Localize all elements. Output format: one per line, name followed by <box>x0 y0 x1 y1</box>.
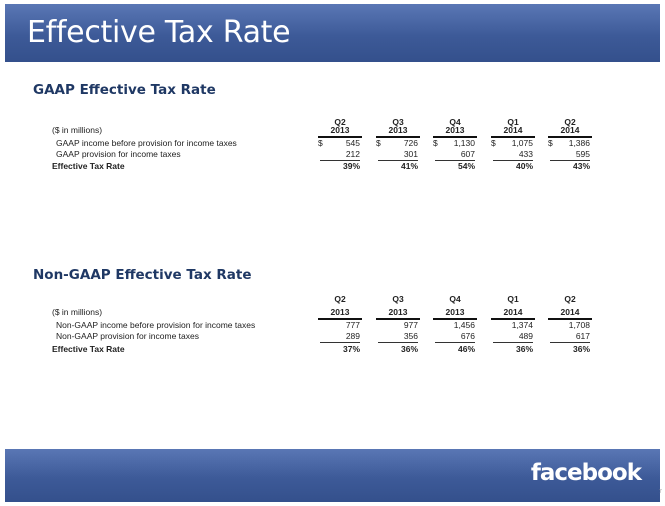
gaap-units-label: ($ in millions) <box>52 125 103 135</box>
gaap-col-year: 2014 <box>503 125 523 135</box>
value-cell: 37% <box>342 344 360 354</box>
value-cell: 40% <box>515 161 533 171</box>
value-cell: 54% <box>457 161 475 171</box>
value-cell: 977 <box>403 320 418 330</box>
non-gaap-header-quarter-row: Q2 Q3 Q4 Q1 Q2 <box>52 293 592 305</box>
gaap-header-rule <box>433 136 477 138</box>
non-gaap-col-quarter: Q3 <box>392 294 404 304</box>
row-label: Effective Tax Rate <box>52 161 125 171</box>
gaap-col-year: 2014 <box>560 125 580 135</box>
table-row: Effective Tax Rate 39% 41% 54% 40% 43% <box>52 160 592 172</box>
value-cell: 301 <box>378 148 418 161</box>
non-gaap-col-year: 2013 <box>445 307 465 317</box>
non-gaap-col-year: 2014 <box>503 307 523 317</box>
non-gaap-col-year: 2014 <box>560 307 580 317</box>
value-cell: 1,130 <box>453 138 475 148</box>
value-cell: 43% <box>572 161 590 171</box>
non-gaap-header-rule <box>491 318 535 320</box>
non-gaap-header-rule <box>376 318 420 320</box>
value-cell: 36% <box>572 344 590 354</box>
non-gaap-col-quarter: Q4 <box>449 294 461 304</box>
value-cell: 607 <box>435 148 475 161</box>
non-gaap-units-label: ($ in millions) <box>52 307 103 317</box>
value-cell: 289 <box>320 330 360 343</box>
value-cell: 777 <box>345 320 360 330</box>
non-gaap-header-rule <box>318 318 362 320</box>
table-row: Non-GAAP income before provision for inc… <box>52 319 592 331</box>
header-bar: Effective Tax Rate <box>5 4 660 62</box>
gaap-header-rule <box>491 136 535 138</box>
gaap-col-year: 2013 <box>445 125 465 135</box>
value-cell: 1,386 <box>568 138 590 148</box>
value-cell: 39% <box>342 161 360 171</box>
currency-symbol: $ <box>318 138 323 148</box>
value-cell: 595 <box>550 148 590 161</box>
non-gaap-col-quarter: Q2 <box>334 294 346 304</box>
value-cell: 1,456 <box>453 320 475 330</box>
gaap-header-rule <box>318 136 362 138</box>
value-cell: 41% <box>400 161 418 171</box>
gaap-section-title: GAAP Effective Tax Rate <box>33 82 216 98</box>
table-row: GAAP income before provision for income … <box>52 137 592 149</box>
non-gaap-section-title: Non-GAAP Effective Tax Rate <box>33 267 252 283</box>
row-label: GAAP provision for income taxes <box>56 149 181 159</box>
row-label: Non-GAAP provision for income taxes <box>56 331 199 341</box>
gaap-col-quarter: Q2 <box>564 117 576 127</box>
row-label: Effective Tax Rate <box>52 344 125 354</box>
value-cell: 36% <box>515 344 533 354</box>
value-cell: 617 <box>550 330 590 343</box>
gaap-col-year: 2013 <box>330 125 350 135</box>
value-cell: 1,374 <box>511 320 533 330</box>
value-cell: 46% <box>457 344 475 354</box>
gaap-col-quarter: Q4 <box>449 117 461 127</box>
value-cell: 356 <box>378 330 418 343</box>
row-label: Non-GAAP income before provision for inc… <box>56 320 256 330</box>
value-cell: 212 <box>320 148 360 161</box>
value-cell: 1,708 <box>568 320 590 330</box>
value-cell: 1,075 <box>511 138 533 148</box>
non-gaap-header-rule <box>433 318 477 320</box>
gaap-header-quarter-row: Q2 Q3 Q4 Q1 Q2 <box>52 116 592 128</box>
currency-symbol: $ <box>548 138 553 148</box>
value-cell: 36% <box>400 344 418 354</box>
value-cell: 545 <box>345 138 360 148</box>
table-row: Effective Tax Rate 37% 36% 46% 36% 36% <box>52 343 592 355</box>
table-row: GAAP provision for income taxes 212 301 … <box>52 148 592 161</box>
non-gaap-col-year: 2013 <box>388 307 408 317</box>
gaap-header-rule <box>548 136 592 138</box>
footer-bar: facebook <box>5 449 660 502</box>
non-gaap-header-rule <box>548 318 592 320</box>
value-cell: 726 <box>403 138 418 148</box>
gaap-col-quarter: Q1 <box>507 117 519 127</box>
row-label: GAAP income before provision for income … <box>56 138 237 148</box>
gaap-header-rule <box>376 136 420 138</box>
value-cell: 433 <box>493 148 533 161</box>
page-title: Effective Tax Rate <box>27 15 291 50</box>
non-gaap-col-quarter: Q2 <box>564 294 576 304</box>
non-gaap-col-year: 2013 <box>330 307 350 317</box>
value-cell: 676 <box>435 330 475 343</box>
table-row: Non-GAAP provision for income taxes 289 … <box>52 330 592 343</box>
currency-symbol: $ <box>433 138 438 148</box>
currency-symbol: $ <box>376 138 381 148</box>
non-gaap-col-quarter: Q1 <box>507 294 519 304</box>
non-gaap-header-year-row: ($ in millions) 2013 2013 2013 2014 2014 <box>52 306 592 318</box>
value-cell: 489 <box>493 330 533 343</box>
page-number: 7 <box>659 489 662 495</box>
facebook-logo: facebook <box>530 460 642 486</box>
gaap-header-year-row: ($ in millions) 2013 2013 2013 2014 2014 <box>52 124 592 136</box>
gaap-col-year: 2013 <box>388 125 408 135</box>
gaap-col-quarter: Q3 <box>392 117 404 127</box>
gaap-col-quarter: Q2 <box>334 117 346 127</box>
currency-symbol: $ <box>491 138 496 148</box>
